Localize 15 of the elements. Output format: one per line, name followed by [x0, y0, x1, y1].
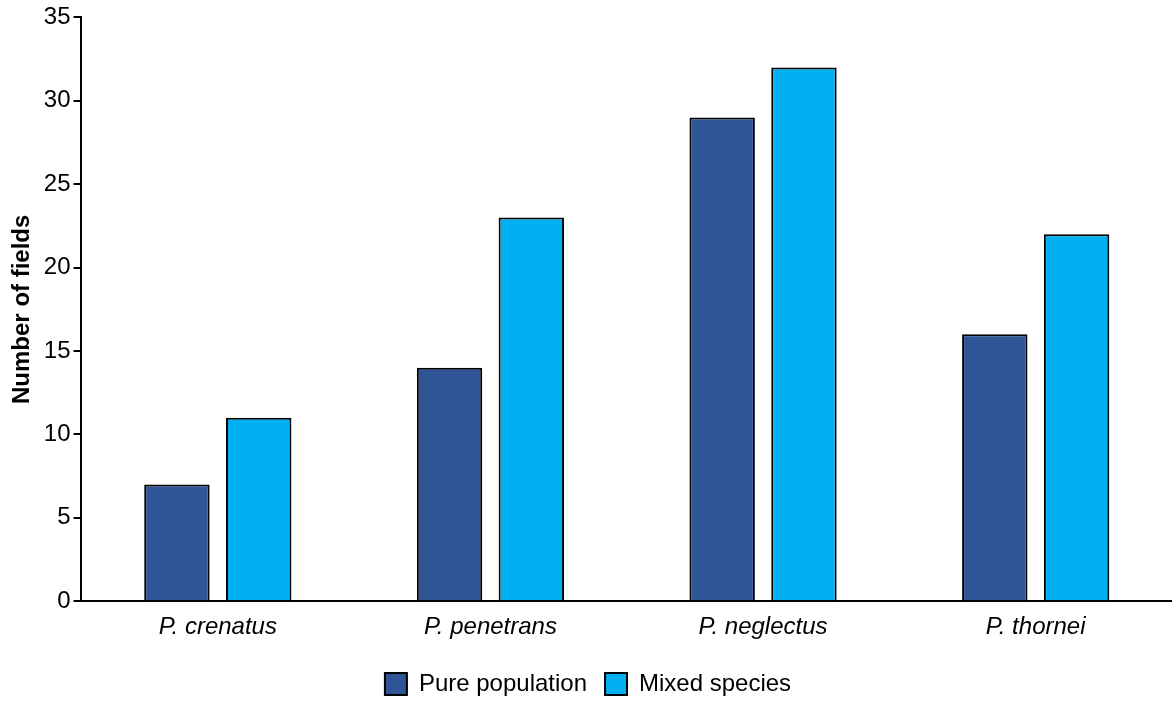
y-axis-title: Number of fields [7, 214, 35, 404]
y-tick-label: 35 [43, 2, 71, 30]
y-tick-label: 25 [43, 168, 71, 196]
x-tick-label: P. thornei [985, 612, 1087, 640]
legend-label: Pure population [418, 668, 588, 696]
y-tick-label: 0 [57, 585, 71, 613]
y-tick-label: 20 [43, 252, 71, 280]
x-tick-label: P. neglectus [698, 612, 828, 640]
x-tick-label: P. crenatus [158, 612, 277, 640]
legend-label: Mixed species [639, 668, 792, 696]
x-tick-label: P. penetrans [423, 612, 557, 640]
y-tick-label: 10 [43, 419, 71, 447]
y-tick-label: 5 [57, 502, 71, 530]
y-tick-label: 15 [43, 335, 71, 363]
y-tick-label: 30 [43, 85, 71, 113]
